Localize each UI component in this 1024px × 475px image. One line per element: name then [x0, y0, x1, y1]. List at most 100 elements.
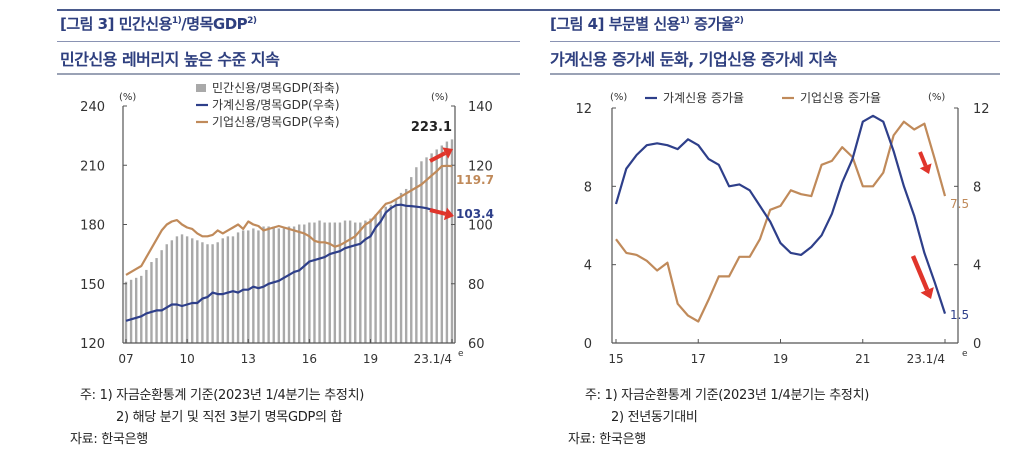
- annotation-corporate-last: 119.7: [456, 173, 494, 187]
- bar: [308, 222, 311, 343]
- right-tick-label: 80: [468, 278, 485, 293]
- note-line-2: 2) 전년동기대비: [611, 406, 698, 425]
- figure-3-panel: [그림 3] 민간신용1)/명목GDP2) 민간신용 레버리지 높은 수준 지속…: [57, 9, 520, 447]
- bar: [134, 277, 138, 343]
- x-tick-suffix: e: [962, 349, 968, 359]
- note-prefix: 주:: [585, 388, 601, 403]
- right-tick-label: 4: [973, 259, 981, 274]
- bar: [348, 220, 352, 343]
- bar: [333, 222, 337, 343]
- bar: [338, 222, 342, 343]
- bar: [404, 188, 408, 343]
- bar: [247, 230, 250, 343]
- left-tick-label: 120: [80, 337, 105, 352]
- bar: [160, 250, 163, 343]
- note-line-2: 2) 해당 분기 및 직전 3분기 명목GDP의 합: [116, 406, 342, 425]
- title-bottom-rule: [57, 73, 520, 75]
- bar: [354, 222, 357, 343]
- chart-private-credit-gdp: 120 150 180 210 240 60 80 100 120 140 (%) (%) 07 10 13…: [80, 81, 494, 366]
- source-text: 한국은행: [101, 432, 148, 447]
- annotation-corporate-last: 7.5: [950, 197, 969, 211]
- bar: [129, 279, 133, 343]
- trend-arrow-head: [443, 207, 454, 221]
- bar: [272, 226, 275, 343]
- note-line-1: 주: 1) 자금순환통계 기준(2023년 1/4분기는 추정치): [585, 384, 869, 403]
- bar: [124, 281, 128, 343]
- right-tick-label: 100: [468, 219, 493, 234]
- right-tick-label: 8: [973, 180, 981, 195]
- bar: [145, 269, 148, 343]
- bar: [191, 238, 194, 343]
- bar: [175, 236, 179, 343]
- bar: [364, 220, 367, 343]
- left-tick-label: 180: [80, 219, 105, 234]
- bar: [369, 218, 372, 343]
- x-tick-label: 23.1/4: [907, 352, 945, 366]
- figure-4-panel: [그림 4] 부문별 신용1) 증가율2) 가계신용 증가세 둔화, 기업신용 …: [520, 0, 1024, 475]
- bar: [140, 275, 143, 343]
- bar: [450, 139, 454, 343]
- left-axis-unit: (%): [119, 92, 136, 103]
- x-tick-label: 16: [302, 352, 317, 366]
- source-line: 자료: 한국은행: [568, 428, 646, 447]
- bar: [415, 167, 418, 343]
- bar: [241, 230, 245, 343]
- bar: [313, 222, 316, 343]
- bar: [262, 226, 265, 343]
- note-text: 1) 자금순환통계 기준(2023년 1/4분기는 추정치): [604, 388, 870, 403]
- title-text-mid: /명목GDP: [181, 15, 248, 33]
- right-tick-label: 140: [468, 100, 493, 115]
- bar: [216, 242, 219, 343]
- legend-label: 가계신용/명목GDP(우축): [212, 98, 340, 112]
- bar: [379, 210, 382, 343]
- bar: [277, 228, 281, 343]
- title-text: [그림 4] 부문별 신용: [550, 15, 680, 33]
- bar: [236, 232, 240, 343]
- trend-arrow-shaft: [429, 151, 447, 163]
- x-tick-label: 17: [691, 352, 706, 366]
- x-tick-suffix: e: [458, 349, 464, 359]
- title-text: [그림 3] 민간신용: [60, 15, 172, 33]
- footnote-ref-1: 1): [171, 16, 182, 26]
- bar: [155, 258, 158, 343]
- trend-arrow-head: [442, 147, 453, 159]
- legend-label: 기업신용/명목GDP(우축): [212, 115, 340, 129]
- bar: [165, 244, 168, 343]
- legend-label: 기업신용 증가율: [800, 91, 881, 105]
- bar: [201, 242, 204, 343]
- title-text-mid: 증가율: [689, 15, 734, 33]
- left-tick-label: 210: [80, 159, 105, 174]
- bar: [282, 228, 286, 343]
- bar: [359, 222, 362, 343]
- title-top-rule: [57, 9, 520, 11]
- title-bottom-rule: [550, 73, 1000, 75]
- bar: [180, 234, 184, 343]
- x-tick-label: 13: [241, 352, 256, 366]
- legend-swatch-bar: [196, 84, 206, 92]
- footnote-ref-2: 2): [247, 16, 257, 26]
- chart-sector-credit-growth: 0 4 8 12 0 4 8 12 (%) (%) 15 17 19 21 23.1/4 e 가계신용 증가율 기…: [575, 91, 990, 366]
- bar: [257, 230, 260, 343]
- bar: [435, 149, 438, 343]
- title-top-rule: [520, 9, 1000, 11]
- note-text: 2) 해당 분기 및 직전 3분기 명목GDP의 합: [116, 410, 343, 425]
- trend-arrow-head: [920, 287, 934, 299]
- bar: [389, 204, 393, 343]
- bar: [430, 153, 433, 343]
- corporate-growth-line: [615, 120, 947, 323]
- trend-arrow-shaft: [918, 151, 928, 167]
- figure-3-subtitle: 민간신용 레버리지 높은 수준 지속: [60, 50, 280, 69]
- bar: [420, 161, 423, 343]
- x-tick-label: 07: [118, 352, 133, 366]
- bar: [292, 226, 296, 343]
- left-tick-label: 4: [584, 259, 592, 274]
- right-tick-label: 120: [468, 159, 493, 174]
- right-tick-label: 12: [973, 102, 990, 117]
- x-tick-label: 21: [855, 352, 870, 366]
- bar: [231, 236, 235, 343]
- right-tick-label: 0: [973, 337, 981, 352]
- bar: [287, 226, 291, 343]
- right-tick-label: 60: [468, 337, 485, 352]
- bar: [410, 177, 413, 343]
- bar: [226, 236, 230, 343]
